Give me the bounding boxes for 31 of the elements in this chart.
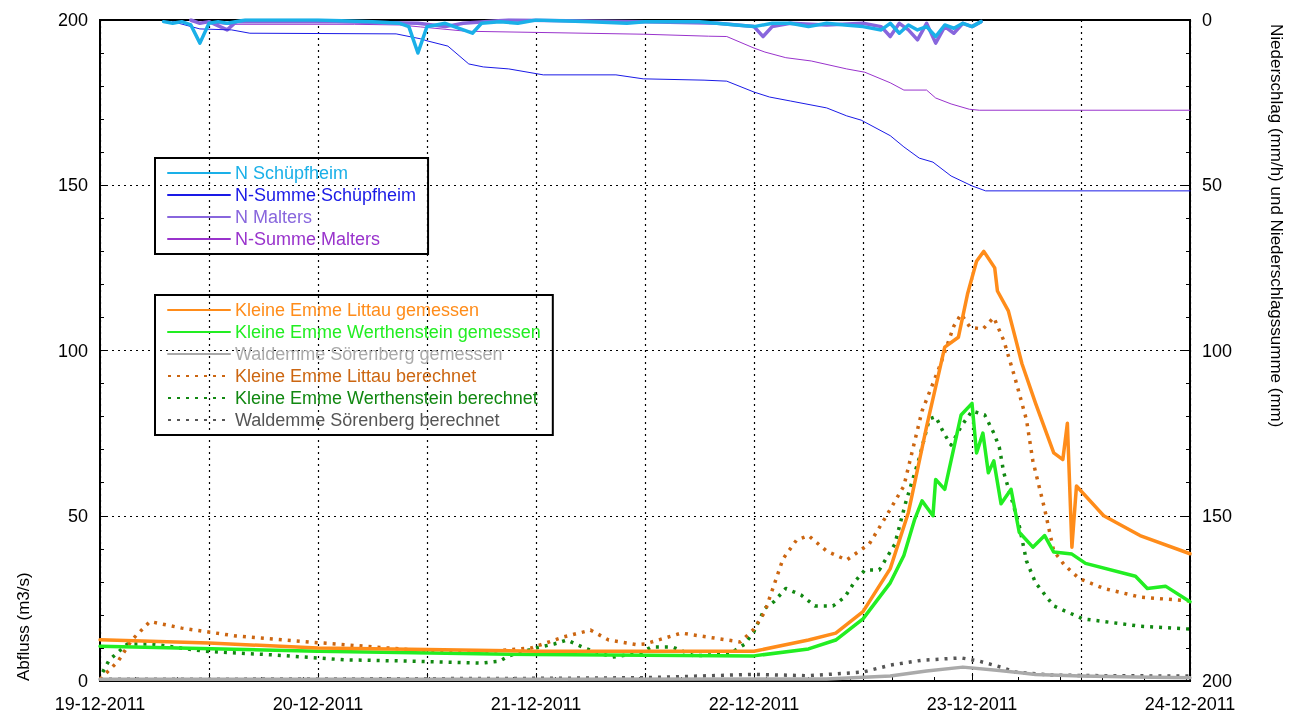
legend-label: Kleine Emme Littau berechnet	[235, 366, 477, 386]
y-tick-label: 100	[57, 340, 88, 361]
x-tick-label: 21-12-2011	[490, 694, 582, 714]
legend-label: Kleine Emme Werthenstein gemessen	[235, 322, 541, 342]
y2-tick-label: 100	[1202, 340, 1233, 361]
y-tick-label: 50	[67, 505, 88, 526]
legend-label: N-Summe Malters	[235, 229, 381, 249]
y-tick-label: 0	[77, 671, 88, 691]
legend-label: N Schüpfheim	[235, 163, 349, 183]
y2-tick-label: 0	[1202, 10, 1213, 30]
legend-label: Waldemme Sörenberg gemessen	[235, 344, 503, 364]
line-series	[98, 249, 1192, 654]
x-tick-label: 24-12-2011	[1144, 694, 1236, 714]
line-series	[161, 18, 983, 55]
y-tick-label: 150	[57, 175, 88, 196]
y-axis-title: Abfluss (m3/s)	[14, 572, 33, 681]
x-tick-label: 23-12-2011	[926, 694, 1018, 714]
x-tick-label: 20-12-2011	[272, 694, 364, 714]
legend-label: Kleine Emme Littau gemessen	[235, 300, 480, 320]
y2-tick-label: 200	[1202, 671, 1233, 691]
y2-tick-label: 150	[1202, 505, 1233, 526]
y-tick-label: 200	[57, 10, 88, 30]
legend-label: Waldemme Sörenberg berechnet	[235, 410, 500, 430]
x-tick-label: 19-12-2011	[54, 694, 146, 714]
y2-tick-label: 50	[1202, 175, 1223, 196]
legend-label: Kleine Emme Werthenstein berechnet	[235, 388, 538, 408]
y2-axis-title: Niederschlag (mm/h) und Niederschlagssumme (mm)	[1267, 24, 1286, 428]
legend-label: N Malters	[235, 207, 313, 227]
line-series	[98, 665, 1192, 682]
legend-label: N-Summe Schüpfheim	[235, 185, 417, 205]
x-tick-label: 22-12-2011	[708, 694, 800, 714]
